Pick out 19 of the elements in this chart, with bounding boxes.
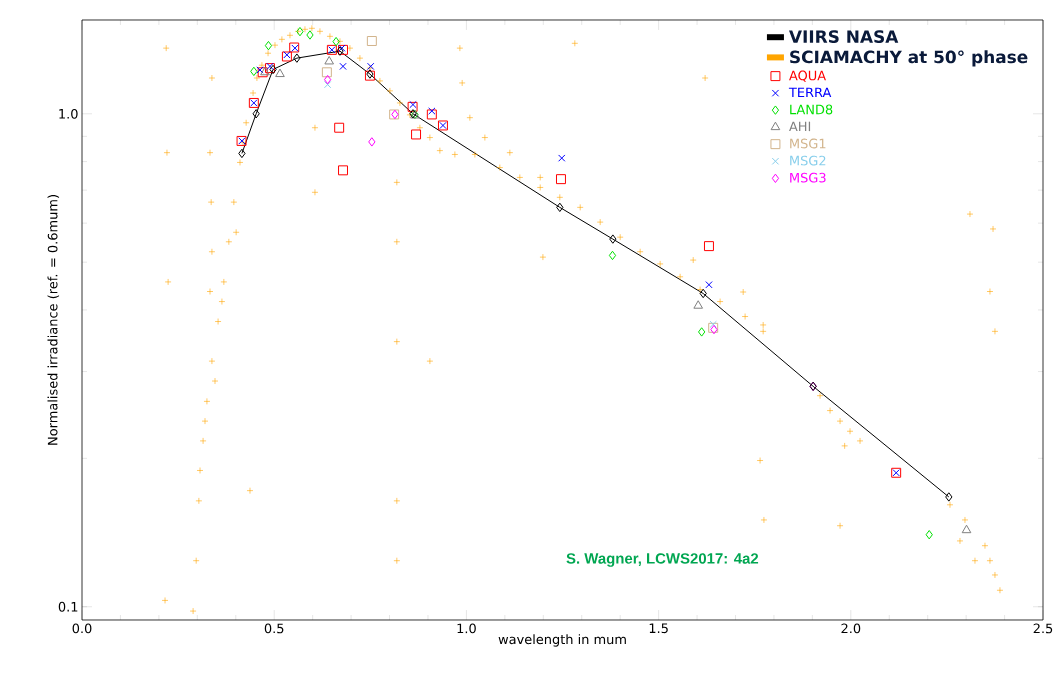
x-tick-label: 1.5 <box>649 623 668 634</box>
legend-label: VIIRS NASA <box>789 30 899 43</box>
x-tick-label: 2.5 <box>1033 623 1053 634</box>
x-tick-label: 0.5 <box>264 623 284 634</box>
x-tick-label: 2.0 <box>841 623 861 634</box>
x-tick-label: 1.0 <box>457 623 476 634</box>
legend-label: MSG2 <box>790 155 826 166</box>
annotation: S. Wagner, LCWS2017: 4a2 <box>566 553 759 567</box>
legend-label: SCIAMACHY at 50° phase <box>790 50 1028 67</box>
legend-label: AQUA <box>789 70 826 82</box>
y-tick-label: 0.1 <box>58 601 78 612</box>
x-tick-label: 0.0 <box>72 623 92 634</box>
legend-label: MSG1 <box>790 138 826 149</box>
x-axis-title: wavelength in mum <box>498 634 626 647</box>
y-axis-title: Normalised irradiance (ref. = 0.6mum) <box>47 195 60 445</box>
legend-label: AHI <box>789 121 811 132</box>
legend-label: MSG3 <box>790 172 826 183</box>
legend-label: TERRA <box>788 87 832 98</box>
legend-label: LAND8 <box>790 104 833 115</box>
